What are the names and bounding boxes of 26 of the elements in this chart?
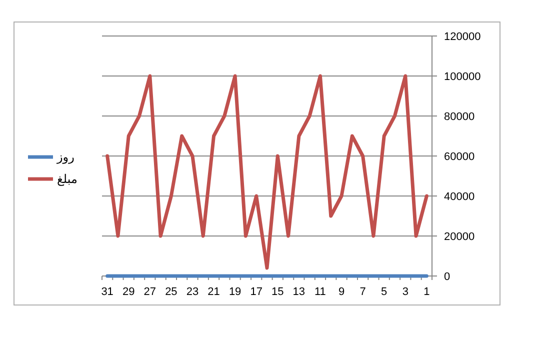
x-tick-label: 23 <box>186 286 199 298</box>
y-tick-label: 100000 <box>444 71 481 83</box>
x-tick-label: 7 <box>360 286 366 298</box>
y-tick-label: 40000 <box>444 191 475 203</box>
x-tick-label: 27 <box>144 286 156 298</box>
line-series <box>106 74 428 270</box>
x-tick-label: 11 <box>314 286 326 298</box>
y-tick-label: 80000 <box>444 111 475 123</box>
x-tick-label: 21 <box>208 286 220 298</box>
x-tick-label: 17 <box>250 286 262 298</box>
x-tick-label: 29 <box>122 286 135 298</box>
y-tick-label: 60000 <box>444 151 475 163</box>
x-tick-label: 15 <box>272 286 284 298</box>
y-tick-label: 20000 <box>444 231 475 243</box>
y-tick-label: 120000 <box>444 31 481 43</box>
x-tick-label: 9 <box>338 286 345 298</box>
x-tick-label: 25 <box>165 286 178 298</box>
x-tick-label: 5 <box>381 286 388 298</box>
y-tick-label: 0 <box>444 271 450 283</box>
x-tick-label: 31 <box>101 286 114 298</box>
x-tick-label: 13 <box>292 286 306 298</box>
x-tick-label: 1 <box>424 286 430 298</box>
legend-label: روز <box>56 150 75 164</box>
x-tick-label: 19 <box>228 286 242 298</box>
legend-label: مبلغ <box>57 172 78 186</box>
x-tick-label: 3 <box>402 286 408 298</box>
